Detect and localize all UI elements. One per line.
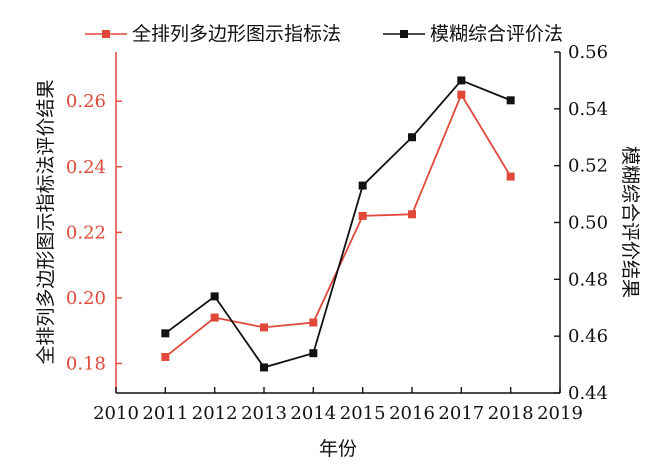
left-axis-label: 全排列多边形图示指标法评价结果 xyxy=(35,79,57,364)
series-2-line xyxy=(164,79,512,369)
legend-entry-series-1: 全排列多边形图示指标法 xyxy=(85,23,341,45)
left-tick-label: 0.26 xyxy=(66,91,106,112)
series-1-point xyxy=(358,211,367,220)
left-axis-ticks: 0.18 0.20 0.22 0.24 0.26 xyxy=(66,91,122,374)
legend-marker-series-1 xyxy=(102,30,110,38)
right-tick-label: 0.52 xyxy=(568,156,608,177)
legend-label-series-2: 模糊综合评价法 xyxy=(430,23,563,45)
series-2-point xyxy=(457,76,466,85)
legend: 全排列多边形图示指标法 模糊综合评价法 xyxy=(85,23,563,45)
series-1-point xyxy=(309,318,318,327)
series-2-point xyxy=(358,181,367,190)
series-2-point xyxy=(408,133,416,142)
x-tick-label: 2015 xyxy=(340,403,386,424)
series-1-point xyxy=(161,352,170,361)
series-1-point xyxy=(506,172,515,181)
right-tick-label: 0.54 xyxy=(568,99,608,120)
series-2-point xyxy=(506,96,515,105)
legend-label-series-1: 全排列多边形图示指标法 xyxy=(132,23,341,45)
left-tick-label: 0.22 xyxy=(66,222,106,243)
series-layer xyxy=(161,76,515,372)
x-axis-label: 年份 xyxy=(319,438,357,460)
right-tick-label: 0.46 xyxy=(568,326,608,347)
legend-entry-series-2: 模糊综合评价法 xyxy=(383,23,563,45)
legend-marker-series-2 xyxy=(400,30,408,38)
x-tick-label: 2016 xyxy=(389,403,435,424)
right-tick-label: 0.48 xyxy=(568,269,608,290)
right-axis-ticks: 0.44 0.46 0.48 0.50 0.52 0.54 0.56 xyxy=(554,42,608,404)
series-2-point xyxy=(161,329,170,338)
series-1-point xyxy=(260,323,268,332)
x-tick-label: 2017 xyxy=(438,403,484,424)
left-tick-label: 0.24 xyxy=(66,157,106,178)
x-tick-label: 2011 xyxy=(142,403,188,424)
x-tick-label: 2013 xyxy=(241,403,287,424)
x-tick-label: 2014 xyxy=(290,403,336,424)
right-tick-label: 0.50 xyxy=(568,213,608,234)
x-tick-label: 2019 xyxy=(537,403,583,424)
x-tick-label: 2010 xyxy=(93,403,139,424)
left-tick-label: 0.20 xyxy=(66,288,106,309)
left-tick-label: 0.18 xyxy=(66,353,106,374)
right-tick-label: 0.44 xyxy=(568,383,608,404)
x-tick-label: 2018 xyxy=(488,403,534,424)
axes xyxy=(115,52,561,394)
right-axis-label: 模糊综合评价结果 xyxy=(619,146,641,298)
series-1-point xyxy=(210,313,219,322)
series-2-point xyxy=(260,363,268,372)
series-2-point xyxy=(210,292,219,301)
series-1-point xyxy=(408,210,416,219)
x-tick-label: 2012 xyxy=(192,403,238,424)
x-axis-ticks: 2010 2011 2012 2013 2014 2015 2016 2017 2018 2019 xyxy=(93,387,583,424)
series-2-point xyxy=(309,349,318,358)
series-1-point xyxy=(457,90,466,99)
right-tick-label: 0.56 xyxy=(568,42,608,63)
